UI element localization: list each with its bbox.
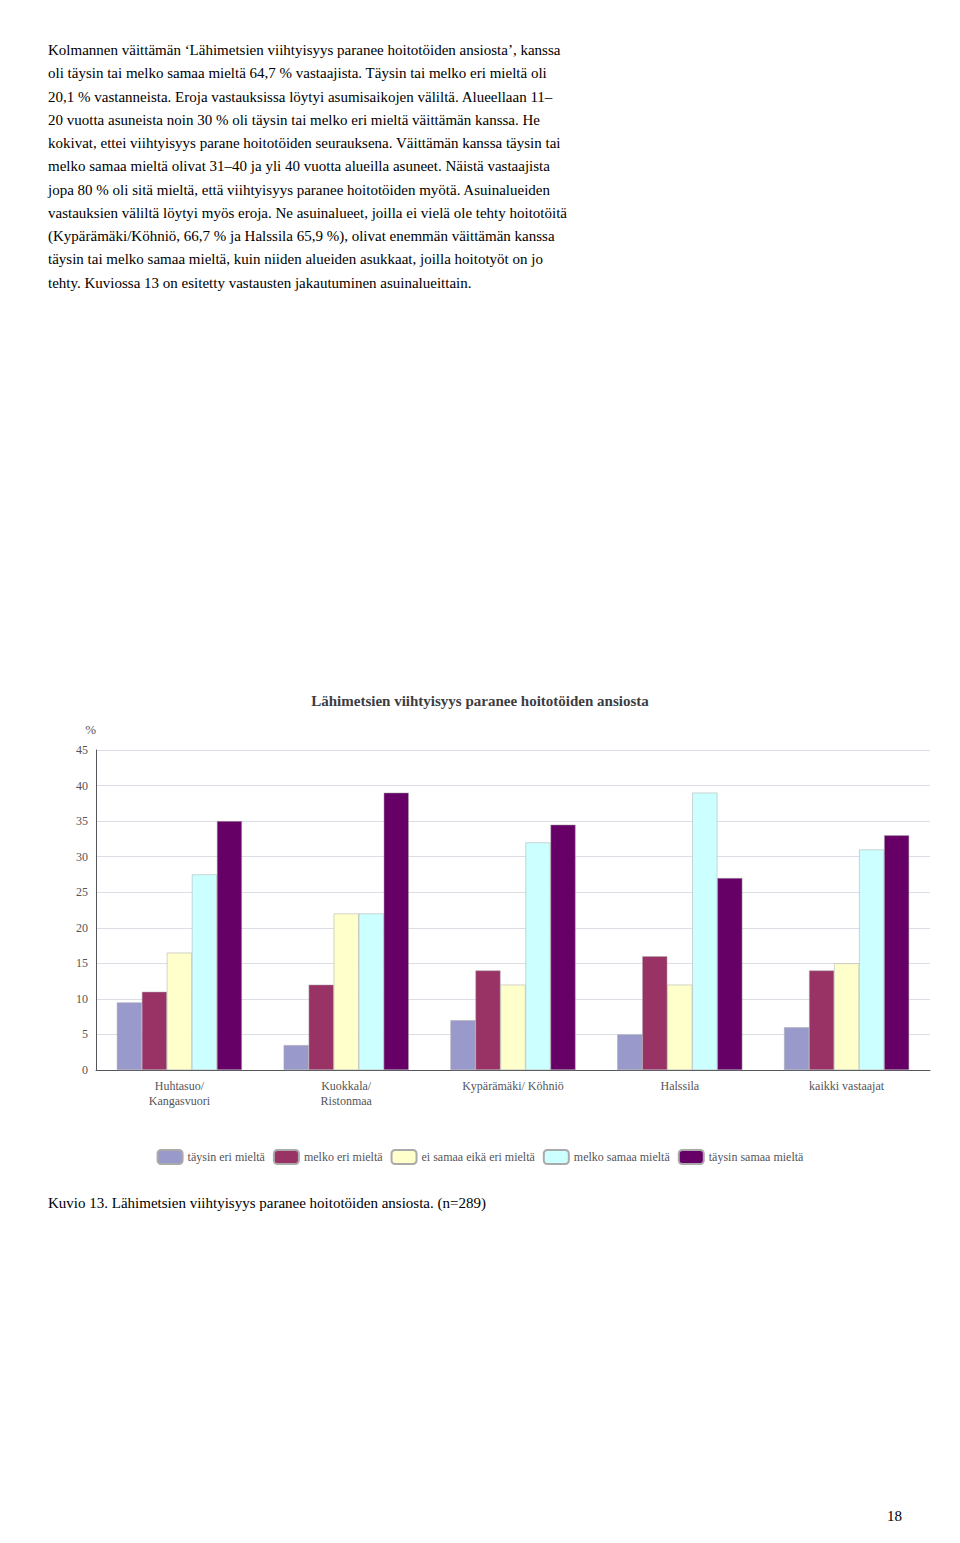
svg-text:10: 10 <box>76 992 88 1006</box>
svg-text:täysin eri mieltä: täysin eri mieltä <box>188 1150 266 1164</box>
html-text:Kuvio 13. Lähimetsien viihtyis: Kuvio 13. Lähimetsien viihtyisyys parane… <box>48 1195 486 1211</box>
svg-text:ei samaa eikä eri mieltä: ei samaa eikä eri mieltä <box>422 1150 536 1164</box>
svg-text:kaikki vastaajat: kaikki vastaajat <box>809 1079 885 1093</box>
svg-text:40: 40 <box>76 779 88 793</box>
svg-text:Kuokkala/: Kuokkala/ <box>321 1079 372 1093</box>
svg-text:30: 30 <box>76 850 88 864</box>
html-text:täysin tai melko samaa mieltä,: täysin tai melko samaa mieltä, kuin niid… <box>48 251 543 268</box>
svg-text:35: 35 <box>76 814 88 828</box>
html-text:melko samaa mieltä olivat 31–4: melko samaa mieltä olivat 31–40 ja yli 4… <box>48 158 550 175</box>
svg-text:melko eri mieltä: melko eri mieltä <box>304 1150 383 1164</box>
svg-text:20: 20 <box>76 921 88 935</box>
html-text:18: 18 <box>887 1508 902 1524</box>
svg-text:5: 5 <box>82 1027 88 1041</box>
html-text:(Kypärämäki/Köhniö, 66,7 % ja: (Kypärämäki/Köhniö, 66,7 % ja Halssila 6… <box>48 228 555 244</box>
html-text:vastauksien väliltä löytyi myö: vastauksien väliltä löytyi myös eroja. N… <box>48 204 567 221</box>
html-text:oli täysin tai melko samaa mie: oli täysin tai melko samaa mieltä 64,7 %… <box>48 65 547 82</box>
svg-text:%: % <box>85 722 96 737</box>
html-text:kokivat, ettei viihtyisyys par: kokivat, ettei viihtyisyys parane hoitot… <box>48 135 561 151</box>
svg-text:melko samaa mieltä: melko samaa mieltä <box>574 1150 671 1164</box>
html-text:tehty. Kuviossa 13 on esitetty: tehty. Kuviossa 13 on esitetty vastauste… <box>48 274 472 291</box>
svg-text:15: 15 <box>76 956 88 970</box>
svg-text:Kypärämäki/ Köhniö: Kypärämäki/ Köhniö <box>462 1079 564 1093</box>
html-text:Kolmannen väittämän ‘Lähimetsi: Kolmannen väittämän ‘Lähimetsien viihtyi… <box>48 42 561 58</box>
html-text:20,1 % vastanneista. Eroja vas: 20,1 % vastanneista. Eroja vastauksissa … <box>48 88 553 105</box>
svg-text:0: 0 <box>82 1063 88 1077</box>
svg-text:25: 25 <box>76 885 88 899</box>
svg-text:Ristonmaa: Ristonmaa <box>321 1094 373 1108</box>
svg-text:Halssila: Halssila <box>660 1079 699 1093</box>
html-text:jopa 80 % oli sitä mieltä, ett: jopa 80 % oli sitä mieltä, että viihtyis… <box>48 181 550 198</box>
svg-text:Kangasvuori: Kangasvuori <box>149 1094 211 1108</box>
html-text:20 vuotta asuneista noin 30 %: 20 vuotta asuneista noin 30 % oli täysin… <box>48 111 540 128</box>
svg-text:45: 45 <box>76 743 88 757</box>
svg-text:Lähimetsien viihtyisyys parane: Lähimetsien viihtyisyys paranee hoitotöi… <box>311 693 649 709</box>
svg-text:täysin samaa mieltä: täysin samaa mieltä <box>709 1150 804 1164</box>
svg-text:Huhtasuo/: Huhtasuo/ <box>155 1079 205 1093</box>
